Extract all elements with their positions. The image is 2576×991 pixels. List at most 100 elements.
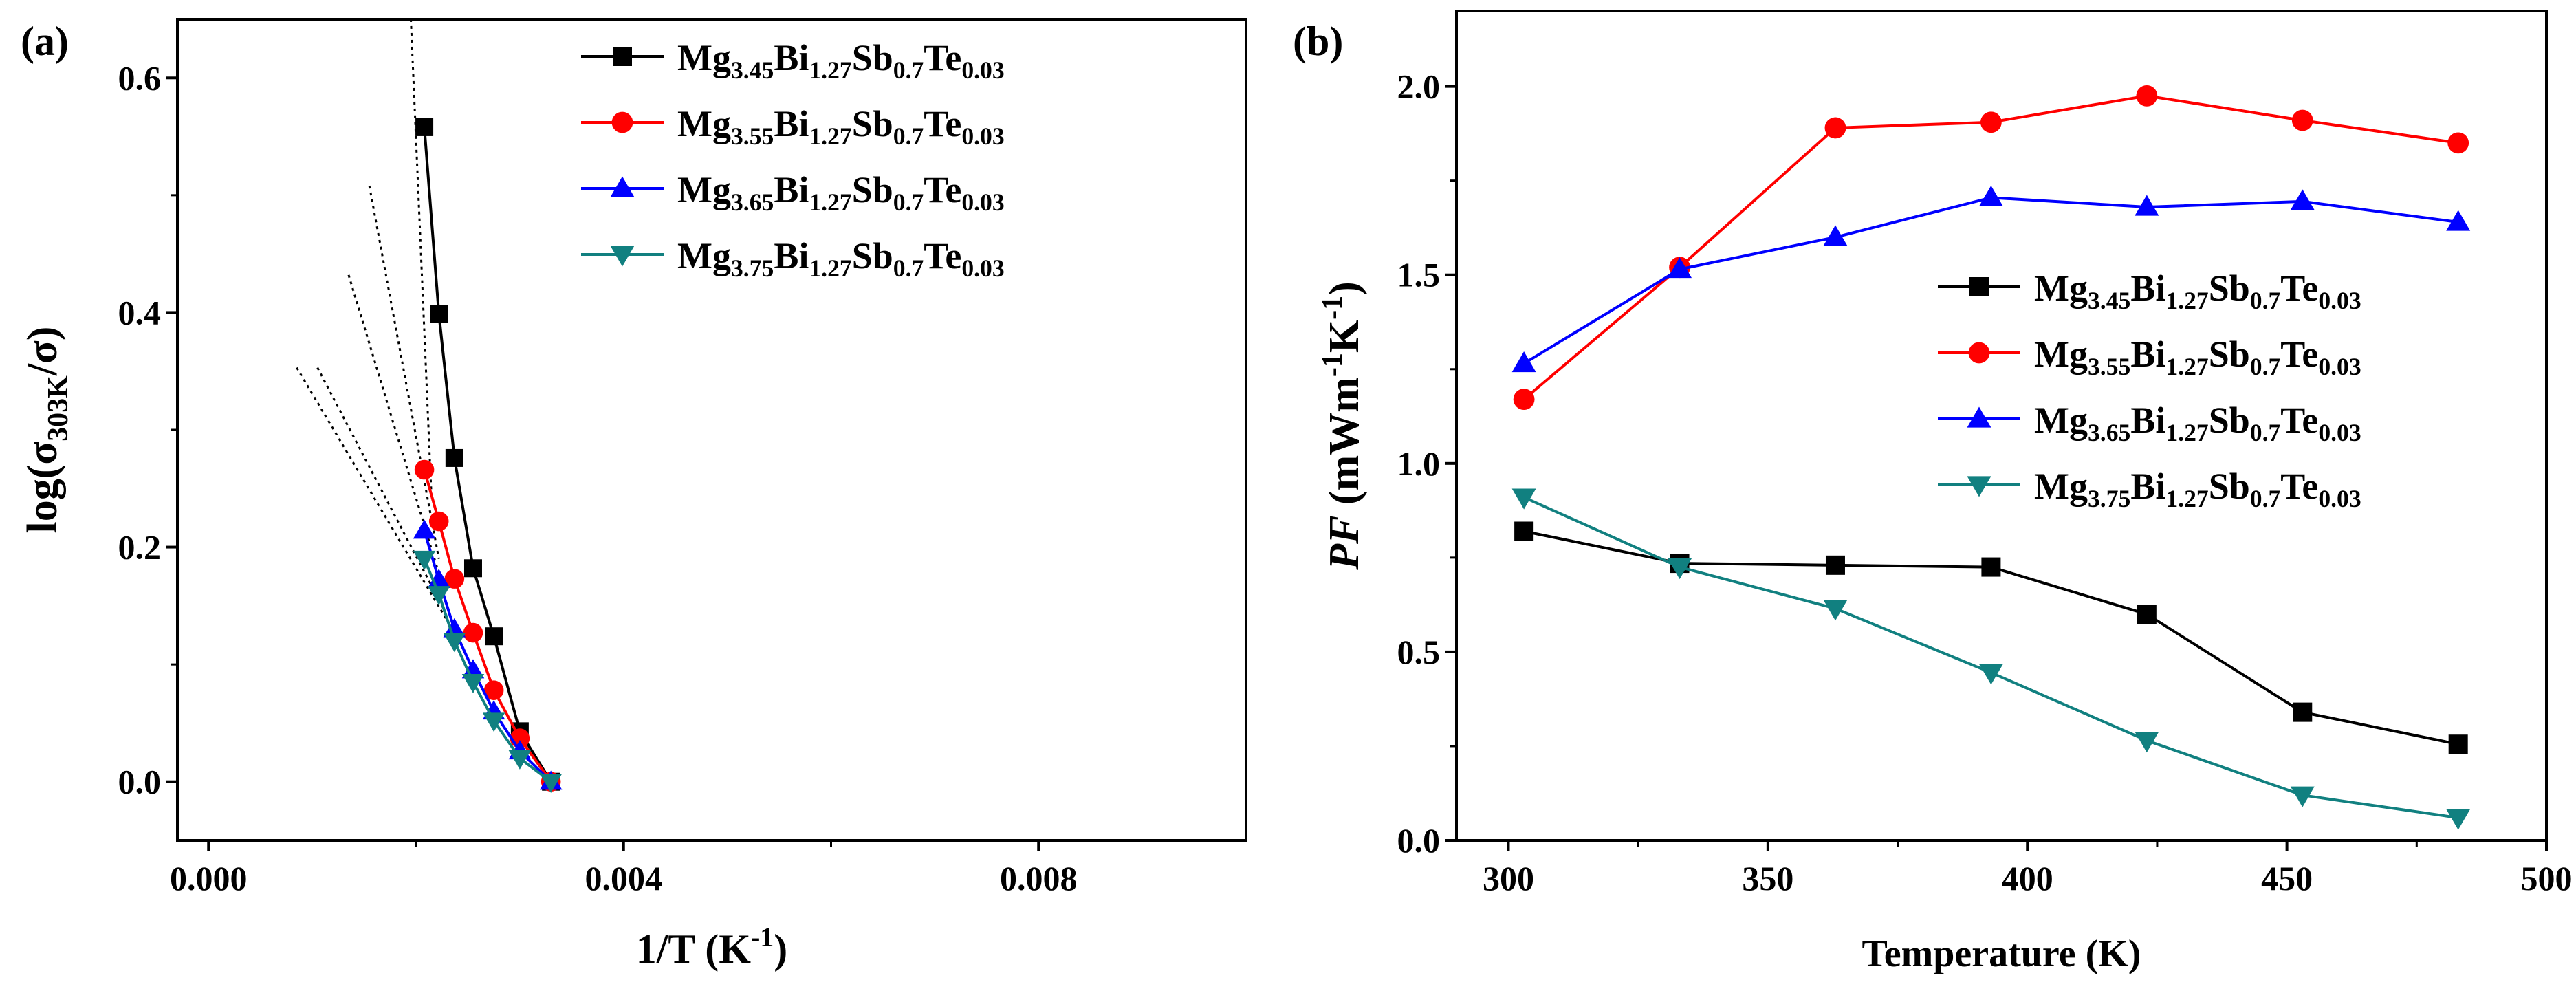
formula-element: Bi (774, 169, 809, 210)
formula-element: Bi (774, 235, 809, 276)
y-tick-label: 1.5 (1397, 256, 1441, 294)
formula-element: Bi (774, 103, 809, 144)
formula-element: Sb (2209, 334, 2250, 375)
data-point-marker (508, 750, 532, 770)
x-label-superscript: -1 (751, 922, 774, 952)
legend: Mg3.45Bi1.27Sb0.7Te0.03 Mg3.55Bi1.27Sb0.7… (581, 37, 1005, 282)
y-label-text: (mWm (1321, 377, 1368, 515)
x-tick-label: 400 (2002, 859, 2053, 897)
formula-element: Mg (2034, 268, 2088, 309)
formula-element: Sb (2209, 268, 2250, 309)
formula-subscript: 1.27 (809, 188, 851, 216)
legend-swatch-marker (613, 47, 632, 66)
formula-subscript: 3.75 (2088, 485, 2130, 512)
y-label-superscript: -1 (1317, 296, 1349, 320)
data-point-marker (482, 712, 505, 732)
data-point-marker (443, 618, 466, 638)
formula-element: Te (924, 235, 961, 276)
formula-element: Sb (2209, 400, 2250, 441)
formula-element: Te (2280, 334, 2318, 375)
x-tick-label: 450 (2261, 859, 2313, 897)
data-point-marker (1978, 664, 2003, 685)
x-label-text: 1/T (K (636, 926, 752, 972)
y-tick-label: 0.0 (1397, 821, 1441, 860)
y-label-text: log(σ (19, 442, 66, 534)
x-axis-label: 1/T (K-1) (636, 922, 788, 972)
y-tick-label: 0.5 (1397, 633, 1441, 671)
panel-label: (a) (21, 19, 69, 64)
y-tick-label: 0.4 (118, 293, 162, 331)
legend-item: Mg3.45Bi1.27Sb0.7Te0.03 (581, 37, 1005, 84)
fit-line (316, 367, 446, 613)
data-point-marker (427, 586, 450, 606)
formula-element: Mg (2034, 466, 2088, 507)
formula-subscript: 1.27 (2165, 287, 2208, 314)
data-point-marker (415, 118, 434, 136)
legend-item: Mg3.65Bi1.27Sb0.7Te0.03 (1938, 400, 2361, 446)
legend-item: Mg3.55Bi1.27Sb0.7Te0.03 (1938, 334, 2361, 380)
data-point-marker (1823, 225, 1848, 246)
x-tick-label: 300 (1483, 859, 1534, 897)
formula-element: Sb (2209, 466, 2250, 507)
formula-element: Te (924, 169, 961, 210)
data-point-marker (443, 633, 466, 653)
fit-line (347, 274, 446, 595)
legend-swatch-marker (611, 111, 633, 133)
data-point-marker (430, 305, 448, 323)
y-label-italic: PF (1321, 516, 1368, 571)
series-line (423, 530, 552, 783)
formula-subscript: 1.27 (809, 254, 851, 282)
series (413, 550, 563, 793)
formula-subscript: 0.03 (961, 254, 1004, 282)
formula-element: Sb (852, 169, 893, 210)
y-axis-label: PF (mWm-1K-1) (1317, 281, 1368, 571)
legend-swatch-marker (1967, 476, 1991, 497)
x-tick-label: 0.004 (585, 859, 663, 897)
fit-line (368, 185, 440, 559)
formula-element: Te (924, 103, 961, 144)
formula-subscript: 3.65 (731, 188, 774, 216)
plot-frame (1455, 10, 2548, 842)
formula-subscript: 0.7 (2250, 353, 2281, 380)
legend-item: Mg3.75Bi1.27Sb0.7Te0.03 (581, 235, 1005, 282)
formula-element: Sb (852, 235, 893, 276)
legend-item: Mg3.75Bi1.27Sb0.7Te0.03 (1938, 466, 2361, 512)
formula-subscript: 0.03 (2318, 353, 2361, 380)
data-point-marker (445, 448, 463, 467)
formula-element: Te (2280, 466, 2318, 507)
formula-subscript: 0.03 (961, 122, 1004, 150)
y-axis-label: log(σ303K/σ) (19, 327, 74, 534)
legend-swatch-marker (1968, 342, 1990, 364)
formula-element: Mg (2034, 400, 2088, 441)
data-point-marker (1823, 600, 1848, 621)
data-point-marker (428, 511, 449, 532)
x-axis-label: Temperature (K) (1862, 933, 2141, 975)
formula-element: Bi (2130, 334, 2165, 375)
legend-label: Mg3.55Bi1.27Sb0.7Te0.03 (677, 103, 1005, 150)
formula-subscript: 0.7 (893, 56, 924, 84)
data-point-marker (2137, 605, 2157, 624)
series (1511, 488, 2471, 830)
x-label-text: ) (774, 926, 787, 972)
fit-line (409, 19, 433, 501)
chart-panel-b: (b) 300 350 400 450 500 0.0 0.5 1.0 1.5 2.0 Tempera… (1293, 10, 2573, 975)
legend-swatch-marker (610, 176, 635, 197)
legend-label: Mg3.45Bi1.27Sb0.7Te0.03 (677, 37, 1005, 84)
formula-subscript: 3.65 (2088, 419, 2130, 446)
formula-element: Bi (2130, 400, 2165, 441)
formula-element: Mg (677, 169, 731, 210)
data-point-marker (2291, 109, 2313, 131)
legend-swatch-marker (610, 246, 635, 267)
panel-label: (b) (1293, 19, 1343, 64)
data-point-marker (2135, 732, 2159, 753)
formula-subscript: 3.45 (2088, 287, 2130, 314)
formula-subscript: 0.7 (893, 122, 924, 150)
data-point-marker (1514, 521, 1534, 541)
x-tick-label: 350 (1742, 859, 1793, 897)
formula-subscript: 0.7 (2250, 287, 2281, 314)
data-point-marker (2290, 786, 2315, 807)
formula-element: Mg (677, 235, 731, 276)
data-point-marker (1978, 185, 2003, 206)
formula-subscript: 0.03 (2318, 485, 2361, 512)
formula-subscript: 1.27 (809, 122, 851, 150)
